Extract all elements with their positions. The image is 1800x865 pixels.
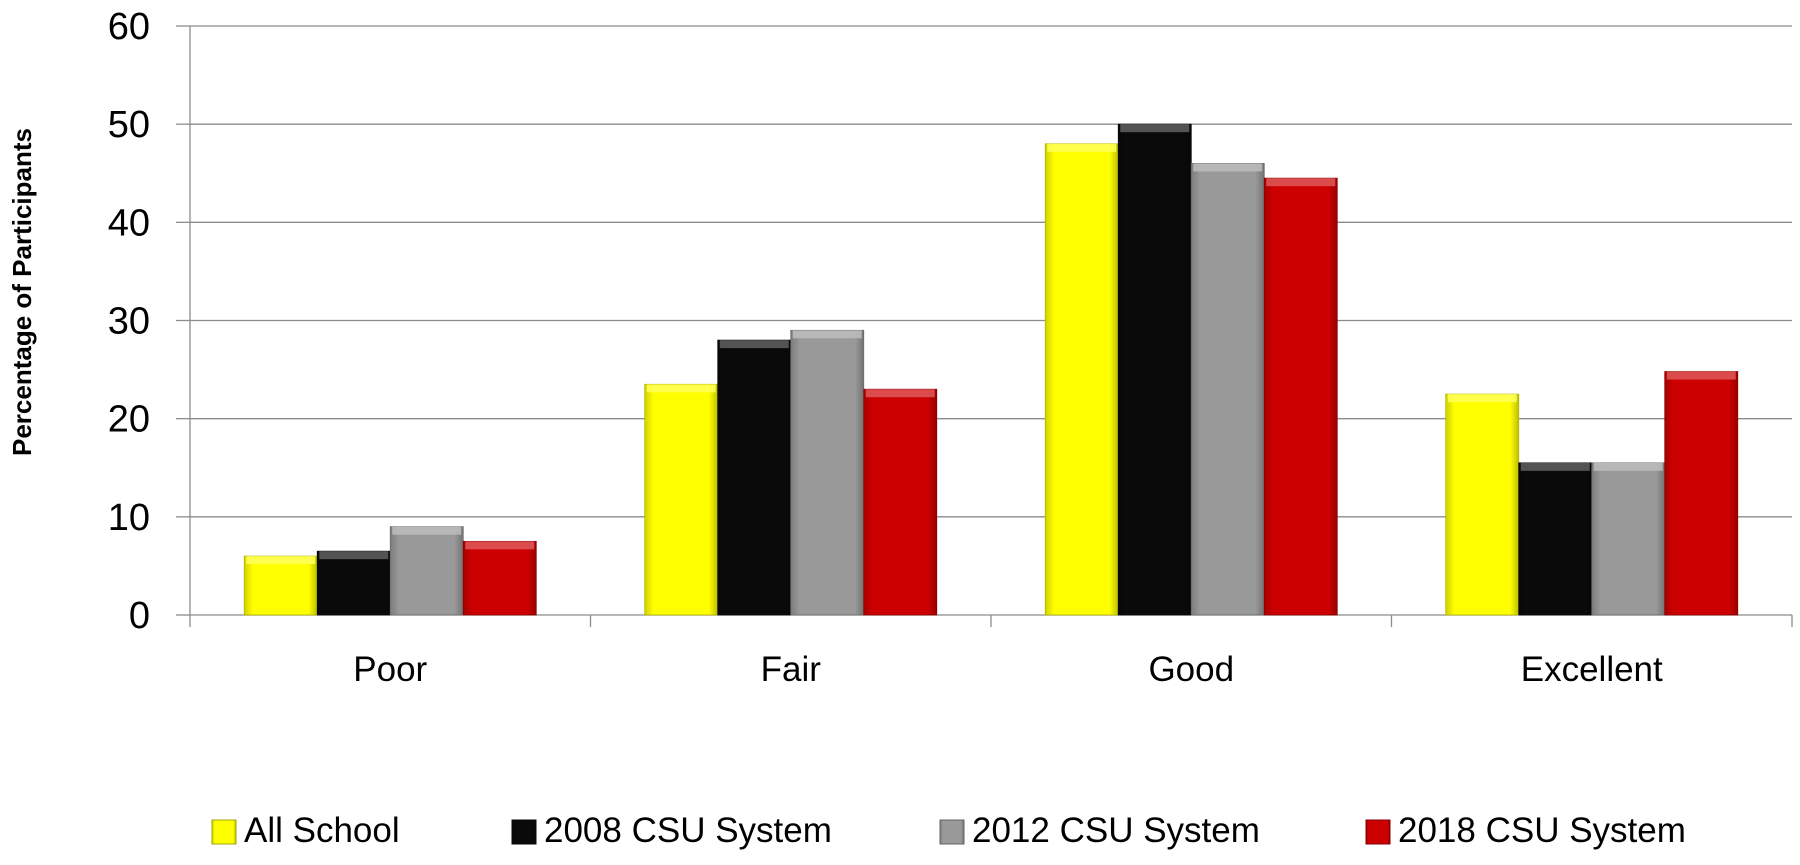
- legend-label: 2012 CSU System: [972, 811, 1260, 850]
- legend-swatch: [939, 819, 965, 845]
- bar: [790, 329, 865, 616]
- x-tick-label: Fair: [761, 650, 822, 689]
- bar-highlight: [646, 384, 716, 393]
- bar-highlight: [1120, 124, 1190, 133]
- legend: All School 2008 CSU System 2012 CSU System…: [211, 811, 1686, 850]
- bar-highlight: [465, 541, 535, 550]
- bar-highlight: [1193, 163, 1263, 172]
- y-tick-label: 20: [108, 399, 150, 441]
- bar-highlight: [1447, 394, 1517, 403]
- bars: [243, 123, 1739, 616]
- y-tick-label: 50: [108, 104, 150, 146]
- y-tick-label: 40: [108, 202, 150, 244]
- legend-label: 2008 CSU System: [544, 811, 832, 850]
- bar: [717, 339, 792, 616]
- bar: [1117, 123, 1192, 616]
- bar-highlight: [1666, 371, 1736, 380]
- legend-swatch: [511, 819, 537, 845]
- legend-swatch: [211, 819, 237, 845]
- y-axis-label: Percentage of Participants: [7, 128, 37, 456]
- y-tick-label: 30: [108, 301, 150, 343]
- bar: [1190, 163, 1265, 616]
- bar: [389, 526, 464, 616]
- bar: [644, 383, 719, 616]
- legend-label: All School: [244, 811, 400, 850]
- bar-highlight: [1266, 178, 1336, 187]
- y-tick-label: 60: [108, 6, 150, 48]
- bar: [1591, 462, 1666, 616]
- bar: [1044, 143, 1119, 616]
- bar: [316, 550, 391, 616]
- y-tick-label: 0: [129, 595, 150, 637]
- bar-highlight: [1593, 462, 1663, 471]
- bar-highlight: [1520, 462, 1590, 471]
- legend-label: 2018 CSU System: [1398, 811, 1686, 850]
- x-tick-label: Good: [1148, 650, 1234, 689]
- x-tick-label: Excellent: [1521, 650, 1663, 689]
- bar: [1518, 462, 1593, 616]
- bar-highlight: [246, 556, 316, 565]
- gridlines: [190, 25, 1792, 518]
- bar-highlight: [392, 526, 462, 535]
- bar-highlight: [1047, 143, 1117, 152]
- bar: [243, 555, 318, 616]
- bar: [1445, 393, 1520, 616]
- bar-highlight: [865, 389, 935, 398]
- bar: [1664, 371, 1739, 616]
- bar-highlight: [319, 551, 389, 560]
- bar: [1263, 177, 1338, 616]
- bar-highlight: [792, 330, 862, 339]
- bar-highlight: [719, 340, 789, 349]
- bar: [462, 540, 537, 616]
- y-tick-label: 10: [108, 497, 150, 539]
- legend-swatch: [1365, 819, 1391, 845]
- bar: [863, 388, 938, 616]
- x-tick-label: Poor: [353, 650, 427, 689]
- axes: 0 10 20 30 40 50 60 Poor Fair Good Excellent: [108, 6, 1793, 689]
